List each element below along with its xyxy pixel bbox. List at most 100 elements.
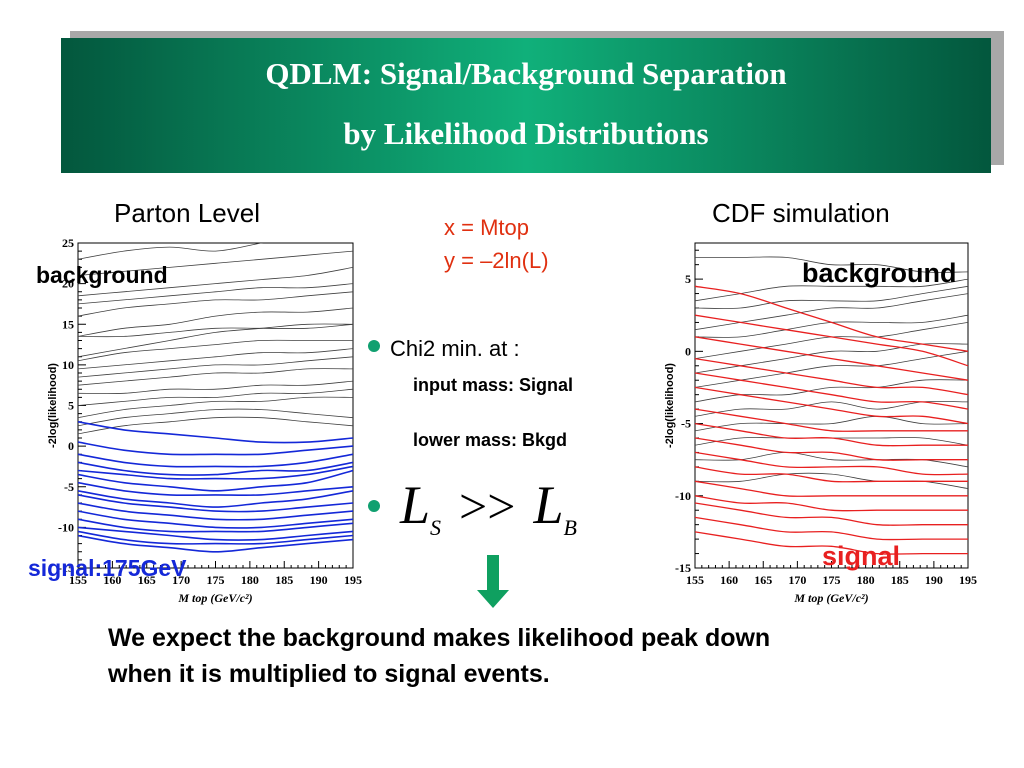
background-curve xyxy=(695,256,968,273)
signal-curve xyxy=(695,336,968,381)
signal-curve xyxy=(78,518,353,533)
signal-curve xyxy=(695,466,968,483)
cdf-simulation-chart: 155 160 165 170 175 180 185 190 195 -15 -10 -5 0 5 M t… xyxy=(664,242,977,605)
signal-curve xyxy=(78,494,353,513)
left-chart-header: Parton Level xyxy=(114,198,260,228)
signal-curve xyxy=(78,490,353,508)
y-tick-label: 5 xyxy=(68,399,74,413)
background-curve xyxy=(78,283,353,305)
x-tick-label: 175 xyxy=(823,573,841,587)
y-tick-label: -10 xyxy=(675,489,691,503)
right-chart-header: CDF simulation xyxy=(712,198,890,228)
x-tick-label: 165 xyxy=(754,573,772,587)
signal-curve xyxy=(78,530,353,545)
x-tick-label: 160 xyxy=(103,573,121,587)
background-curve xyxy=(78,388,353,406)
math-l-b: L xyxy=(533,475,564,535)
down-arrow-head-icon xyxy=(477,590,509,608)
x-tick-label: 155 xyxy=(686,573,704,587)
signal-curve xyxy=(78,453,353,468)
background-curve xyxy=(78,339,353,362)
math-l-s: L xyxy=(400,475,431,535)
left-background-label: background xyxy=(36,262,168,288)
background-curve xyxy=(78,307,353,337)
left-signal-label: signal:175GeV xyxy=(28,555,187,581)
background-curve xyxy=(78,243,264,260)
x-tick-label: 190 xyxy=(925,573,943,587)
signal-curve xyxy=(78,481,353,497)
signal-curve xyxy=(695,495,968,512)
x-tick-label: 170 xyxy=(788,573,806,587)
background-curve xyxy=(78,356,353,378)
chi2-text: Chi2 min. at : xyxy=(390,336,520,361)
signal-curve xyxy=(695,516,968,541)
x-tick-label: 175 xyxy=(207,573,225,587)
conclusion-line-1: We expect the background makes likelihoo… xyxy=(108,624,771,652)
background-curve xyxy=(78,291,353,317)
title-line-1: QDLM: Signal/Background Separation xyxy=(265,56,787,91)
background-curve xyxy=(78,250,353,276)
background-curve xyxy=(78,416,353,435)
y-tick-label: 25 xyxy=(62,236,74,250)
right-signal-label: signal xyxy=(822,541,901,571)
x-tick-label: 180 xyxy=(857,573,875,587)
signal-curve xyxy=(695,502,968,526)
y-tick-label: 0 xyxy=(685,344,691,358)
x-axis-title: M top (GeV/c²) xyxy=(793,591,868,605)
bullet-dot xyxy=(368,500,380,512)
signal-curve xyxy=(78,526,353,541)
signal-curve xyxy=(78,534,353,553)
y-tick-label: 0 xyxy=(68,439,74,453)
y-tick-label: 5 xyxy=(685,272,691,286)
likelihood-inequality: LS >> LB xyxy=(400,474,577,541)
background-curve xyxy=(695,379,968,403)
signal-curve xyxy=(695,451,968,476)
background-curve xyxy=(695,293,968,331)
x-tick-label: 195 xyxy=(344,573,362,587)
signal-curve xyxy=(695,314,968,367)
signal-curve xyxy=(78,510,353,529)
signal-curve xyxy=(695,531,968,555)
background-curve xyxy=(78,408,353,427)
x-tick-label: 180 xyxy=(241,573,259,587)
background-curve xyxy=(695,350,968,388)
conclusion-line-2: when it is multiplied to signal events. xyxy=(108,660,550,688)
signal-curve xyxy=(695,372,968,410)
background-curve xyxy=(695,285,968,309)
bullet-dot xyxy=(368,340,380,352)
background-curve xyxy=(695,322,968,359)
y-tick-label: 15 xyxy=(62,317,74,331)
signal-curve xyxy=(695,422,968,447)
y-tick-label: -15 xyxy=(675,561,691,575)
background-curve xyxy=(78,267,353,297)
signal-curve xyxy=(78,465,353,480)
y-definition: y = –2ln(L) xyxy=(444,248,549,273)
signal-curve xyxy=(695,357,968,396)
x-tick-label: 155 xyxy=(69,573,87,587)
signal-curve xyxy=(78,469,353,492)
x-tick-label: 195 xyxy=(959,573,977,587)
signal-curve xyxy=(695,437,968,461)
x-tick-label: 185 xyxy=(891,573,909,587)
signal-curve xyxy=(695,285,968,352)
right-background-label: background xyxy=(802,258,957,288)
x-axis-title: M top (GeV/c²) xyxy=(177,591,252,605)
background-curve xyxy=(78,396,353,419)
y-tick-label: -10 xyxy=(58,520,74,534)
x-tick-label: 160 xyxy=(720,573,738,587)
x-tick-label: 170 xyxy=(172,573,190,587)
x-definition: x = Mtop xyxy=(444,215,529,240)
background-curve xyxy=(78,323,353,358)
background-curve xyxy=(78,380,353,395)
background-curve xyxy=(78,323,353,338)
background-curve xyxy=(78,348,353,370)
background-curve xyxy=(695,415,968,432)
plot-area xyxy=(695,256,968,555)
y-tick-label: -5 xyxy=(64,480,74,494)
parton-level-chart: 155 160 165 170 175 180 185 190 195 -15 -10 -5 0 5 10 1… xyxy=(47,236,362,605)
title-banner: QDLM: Signal/Background Separation by Li… xyxy=(61,38,991,173)
y-tick-label: 10 xyxy=(62,358,74,372)
y-axis-title: -2log(likelihood) xyxy=(47,363,59,448)
background-curve xyxy=(695,314,968,338)
plot-area xyxy=(78,243,353,553)
